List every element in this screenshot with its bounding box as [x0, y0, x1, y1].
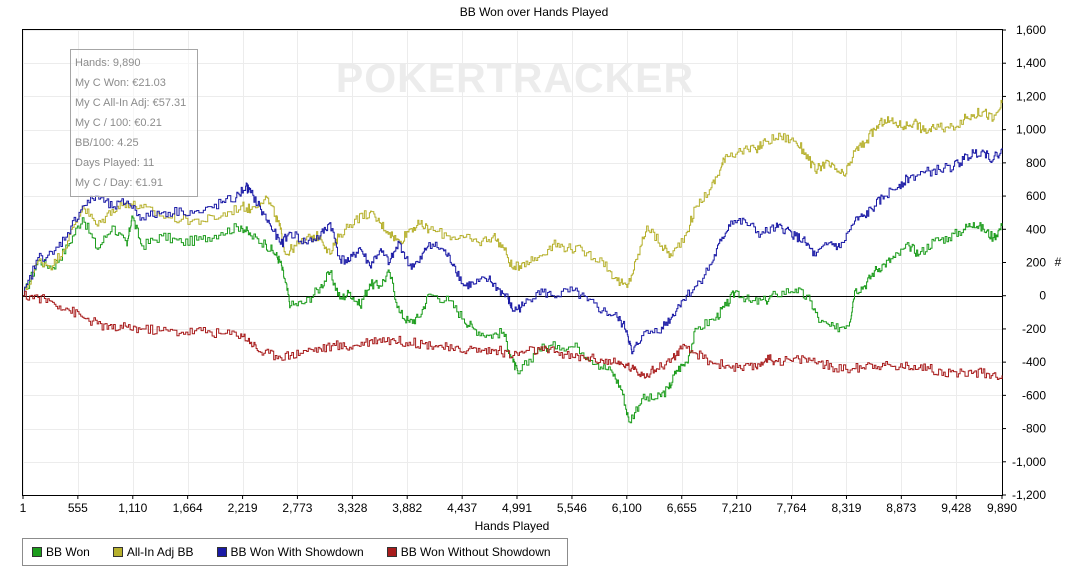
info-line: Days Played: 11 — [75, 157, 155, 169]
x-tick-label: 8,873 — [886, 501, 916, 515]
y-tick-label: -1,200 — [1012, 488, 1046, 502]
legend-swatch — [216, 547, 227, 557]
legend-item: BB Won — [32, 545, 90, 559]
y-tick-label: -200 — [1022, 322, 1046, 336]
x-tick-label: 6,655 — [667, 501, 697, 515]
x-tick-label: 9,428 — [941, 501, 971, 515]
x-tick-label: 1 — [20, 501, 27, 515]
legend-item: BB Won Without Showdown — [386, 545, 551, 559]
legend-label: BB Won With Showdown — [230, 545, 364, 559]
y-tick-label: 0 — [1039, 289, 1046, 303]
x-tick-label: 3,882 — [392, 501, 422, 515]
y-tick-label: -1,000 — [1012, 455, 1046, 469]
series-group — [23, 99, 1003, 424]
legend-label: BB Won — [46, 545, 90, 559]
x-tick-label: 1,664 — [173, 501, 203, 515]
y-tick-label: 1,600 — [1016, 23, 1046, 37]
legend-label: BB Won Without Showdown — [400, 545, 551, 559]
series-line-2 — [23, 147, 1003, 355]
legend-swatch — [386, 547, 397, 557]
x-tick-label: 7,210 — [722, 501, 752, 515]
stats-info-box: Hands: 9,890 My C Won: €21.03 My C All-In … — [70, 49, 198, 197]
x-axis-label: Hands Played — [475, 519, 550, 533]
legend-item: All-In Adj BB — [112, 545, 194, 559]
x-tick-label: 9,890 — [987, 501, 1017, 515]
info-line: My C / 100: €0.21 — [75, 117, 162, 129]
info-line: My C / Day: €1.91 — [75, 177, 164, 189]
x-tick-label: 7,764 — [777, 501, 807, 515]
info-line: BB/100: 4.25 — [75, 137, 139, 149]
y-tick-label: 400 — [1026, 222, 1046, 236]
y-tick-label: 1,200 — [1016, 89, 1046, 103]
y-axis: 1,600 1,400 1,200 1,000 800 600 400 200 0 -200 -40… — [1002, 23, 1046, 502]
chart-legend: BB Won All-In Adj BB BB Won With Showdown B… — [22, 538, 568, 566]
y-axis-label: # — [1055, 255, 1062, 269]
y-tick-label: 600 — [1026, 189, 1046, 203]
x-tick-label: 4,991 — [502, 501, 532, 515]
x-tick-label: 1,110 — [118, 501, 147, 515]
y-tick-label: 1,000 — [1016, 123, 1046, 137]
x-axis: 1 555 1,110 1,664 2,219 2,773 3,328 3,882 4,437 4… — [20, 495, 1017, 515]
y-tick-label: -800 — [1022, 422, 1046, 436]
legend-label: All-In Adj BB — [126, 545, 194, 559]
info-line: My C All-In Adj: €57.31 — [75, 97, 187, 109]
x-tick-label: 6,100 — [612, 501, 642, 515]
series-line-0 — [23, 215, 1003, 424]
series-line-3 — [23, 290, 1003, 380]
x-tick-label: 2,219 — [228, 501, 258, 515]
y-tick-label: 200 — [1026, 256, 1046, 270]
x-tick-label: 5,546 — [557, 501, 587, 515]
x-tick-label: 555 — [68, 501, 88, 515]
chart-title: BB Won over Hands Played — [460, 5, 609, 19]
y-tick-label: -400 — [1022, 355, 1046, 369]
legend-swatch — [32, 547, 42, 557]
y-tick-label: -600 — [1022, 388, 1046, 402]
x-tick-label: 8,319 — [831, 501, 861, 515]
info-line: My C Won: €21.03 — [75, 77, 166, 89]
x-tick-label: 2,773 — [282, 501, 312, 515]
y-tick-label: 800 — [1026, 156, 1046, 170]
legend-swatch — [112, 547, 123, 557]
y-tick-label: 1,400 — [1016, 56, 1046, 70]
x-tick-label: 3,328 — [337, 501, 367, 515]
legend-item: BB Won With Showdown — [216, 545, 364, 559]
series-line-1 — [23, 99, 1003, 297]
info-line: Hands: 9,890 — [75, 57, 141, 69]
x-tick-label: 4,437 — [447, 501, 477, 515]
watermark: POKERTRACKER — [336, 55, 694, 101]
